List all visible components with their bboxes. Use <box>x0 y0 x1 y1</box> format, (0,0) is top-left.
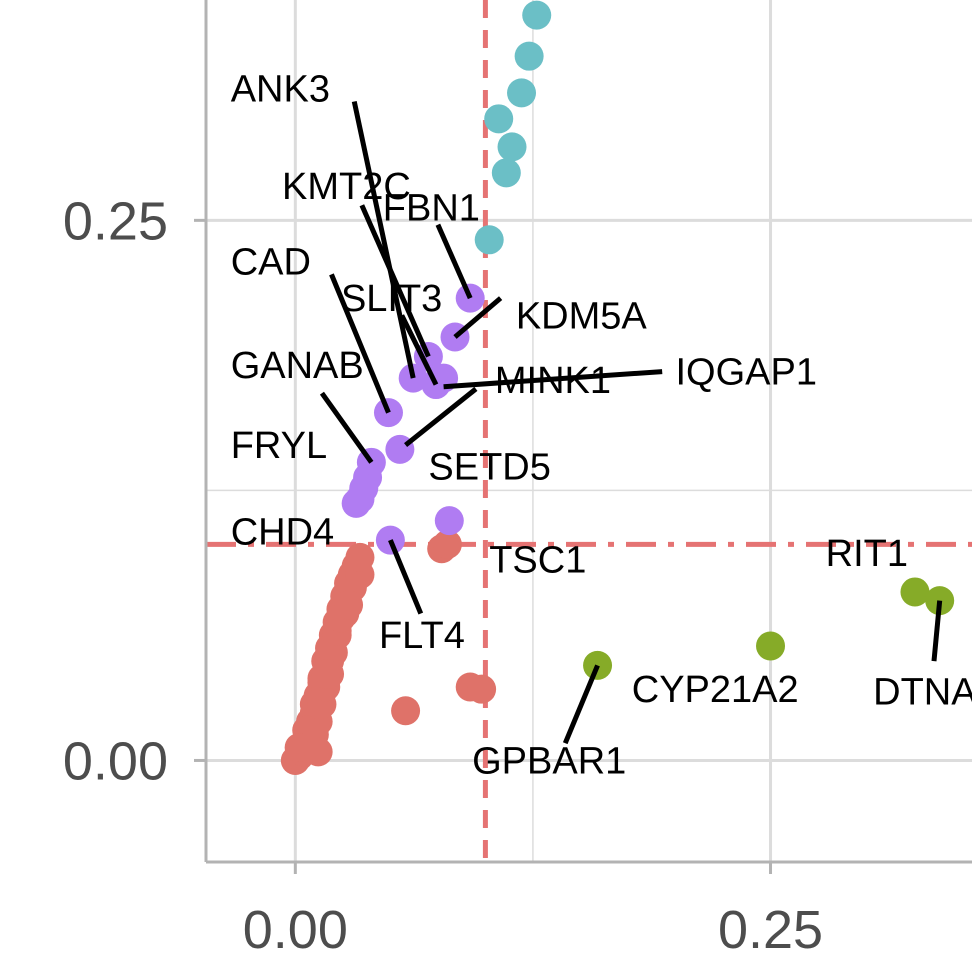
data-point-cyan <box>497 132 527 162</box>
gene-label: GPBAR1 <box>472 740 626 782</box>
y-tick-label: 0.25 <box>63 191 168 251</box>
gene-label: KDM5A <box>516 295 648 337</box>
gene-label: DTNA <box>873 671 972 713</box>
gene-label: GANAB <box>231 345 364 387</box>
label-leader-line <box>319 391 374 464</box>
data-point-cyan <box>507 78 537 108</box>
data-point-cyan <box>491 158 521 188</box>
gene-label: CAD <box>231 241 311 283</box>
gene-label: SETD5 <box>428 447 550 489</box>
y-tick-label: 0.00 <box>63 731 168 791</box>
gene-label: MINK1 <box>495 360 611 402</box>
gene-label: CHD4 <box>231 511 334 553</box>
data-point-cyan <box>484 104 514 134</box>
gene-label: RIT1 <box>826 533 908 575</box>
data-point-red <box>303 737 333 767</box>
data-point-red <box>334 590 364 620</box>
label-leader-line <box>453 296 503 339</box>
gene-label: SLIT3 <box>341 278 442 320</box>
gene-label: TSC1 <box>489 540 586 582</box>
data-point-red <box>391 696 421 726</box>
gene-label: FBN1 <box>383 187 480 229</box>
label-leader-line <box>931 600 943 662</box>
data-point-cyan <box>522 0 552 30</box>
label-leader-line <box>404 386 478 447</box>
axis-layer: 0.00 0.25 0.00 0.25 <box>63 0 972 960</box>
data-point-purple <box>434 506 464 536</box>
label-leader-line <box>359 204 431 358</box>
gene-label: IQGAP1 <box>675 352 817 394</box>
threshold-lines <box>206 0 972 862</box>
data-point-green <box>900 577 930 607</box>
points-layer <box>280 0 955 775</box>
data-point-red <box>345 542 375 572</box>
gene-label: CYP21A2 <box>632 669 799 711</box>
data-point-green <box>756 631 786 661</box>
gene-label: FLT4 <box>379 615 465 657</box>
data-point-purple <box>341 488 371 518</box>
data-point-red <box>467 674 497 704</box>
label-leader-line <box>329 273 391 414</box>
gene-label: ANK3 <box>231 69 330 111</box>
label-leader-line <box>399 314 439 386</box>
data-point-red <box>432 529 462 559</box>
gene-label: FRYL <box>231 425 327 467</box>
data-point-red <box>311 659 341 689</box>
grid-layer <box>206 0 972 862</box>
x-tick-label: 0.00 <box>243 900 348 960</box>
label-leader-line <box>562 664 600 745</box>
data-point-cyan <box>514 41 544 71</box>
label-leader-line <box>435 223 473 300</box>
label-leader-line <box>351 101 416 379</box>
label-leader-line <box>443 369 663 390</box>
data-point-cyan <box>474 225 504 255</box>
gene-label: KMT2C <box>282 166 411 208</box>
x-tick-label: 0.25 <box>718 900 823 960</box>
label-leader-line <box>388 539 424 615</box>
